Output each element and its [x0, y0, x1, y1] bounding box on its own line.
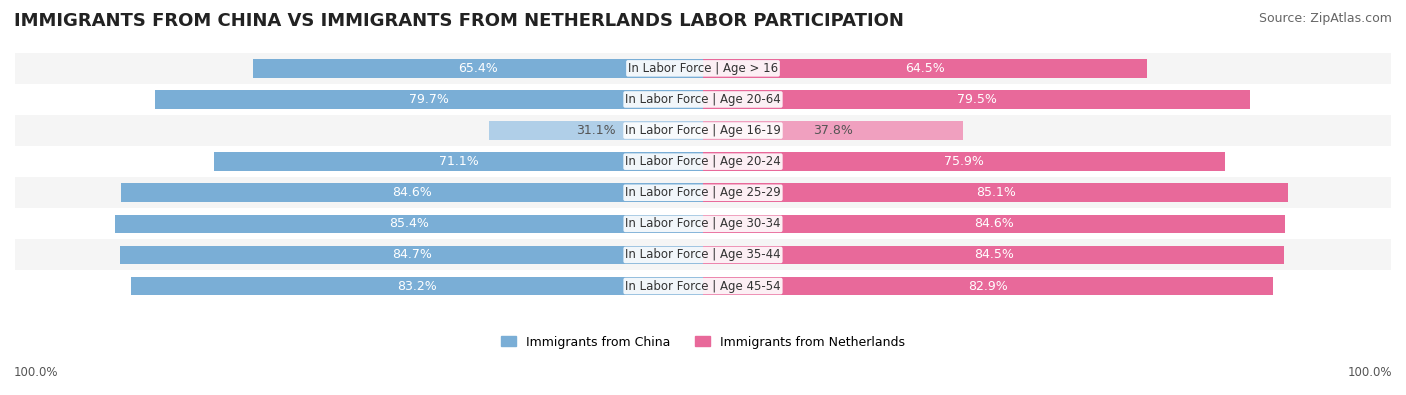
Text: 37.8%: 37.8%: [813, 124, 853, 137]
Text: 79.5%: 79.5%: [956, 93, 997, 106]
Text: IMMIGRANTS FROM CHINA VS IMMIGRANTS FROM NETHERLANDS LABOR PARTICIPATION: IMMIGRANTS FROM CHINA VS IMMIGRANTS FROM…: [14, 12, 904, 30]
Text: 85.4%: 85.4%: [389, 217, 429, 230]
Bar: [703, 277, 1274, 295]
Bar: [703, 214, 1285, 233]
Bar: [703, 246, 1284, 264]
Bar: [15, 208, 1391, 239]
Legend: Immigrants from China, Immigrants from Netherlands: Immigrants from China, Immigrants from N…: [501, 336, 905, 348]
Bar: [121, 183, 703, 202]
Text: Source: ZipAtlas.com: Source: ZipAtlas.com: [1258, 12, 1392, 25]
Text: 64.5%: 64.5%: [905, 62, 945, 75]
Bar: [703, 90, 1250, 109]
Bar: [131, 277, 703, 295]
Text: 84.5%: 84.5%: [974, 248, 1014, 261]
Text: 84.6%: 84.6%: [974, 217, 1014, 230]
Bar: [121, 246, 703, 264]
Bar: [214, 152, 703, 171]
Text: In Labor Force | Age 20-24: In Labor Force | Age 20-24: [626, 155, 780, 168]
Bar: [15, 53, 1391, 84]
Text: 83.2%: 83.2%: [396, 280, 437, 293]
Text: 100.0%: 100.0%: [1347, 366, 1392, 379]
Text: 79.7%: 79.7%: [409, 93, 449, 106]
Bar: [253, 59, 703, 78]
Text: 71.1%: 71.1%: [439, 155, 478, 168]
Text: 65.4%: 65.4%: [458, 62, 498, 75]
Bar: [489, 121, 703, 140]
Bar: [703, 121, 963, 140]
Bar: [155, 90, 703, 109]
Text: In Labor Force | Age 16-19: In Labor Force | Age 16-19: [626, 124, 780, 137]
Text: In Labor Force | Age 45-54: In Labor Force | Age 45-54: [626, 280, 780, 293]
Text: In Labor Force | Age 20-64: In Labor Force | Age 20-64: [626, 93, 780, 106]
Bar: [15, 146, 1391, 177]
Text: In Labor Force | Age 30-34: In Labor Force | Age 30-34: [626, 217, 780, 230]
Bar: [15, 115, 1391, 146]
Bar: [703, 152, 1225, 171]
Text: 31.1%: 31.1%: [576, 124, 616, 137]
Text: 84.6%: 84.6%: [392, 186, 432, 199]
Text: 84.7%: 84.7%: [392, 248, 432, 261]
Bar: [15, 84, 1391, 115]
Bar: [15, 177, 1391, 208]
Text: In Labor Force | Age 25-29: In Labor Force | Age 25-29: [626, 186, 780, 199]
Text: 85.1%: 85.1%: [976, 186, 1015, 199]
Bar: [703, 183, 1288, 202]
Text: In Labor Force | Age > 16: In Labor Force | Age > 16: [628, 62, 778, 75]
Text: 100.0%: 100.0%: [14, 366, 59, 379]
Text: 75.9%: 75.9%: [945, 155, 984, 168]
Bar: [15, 239, 1391, 271]
Text: In Labor Force | Age 35-44: In Labor Force | Age 35-44: [626, 248, 780, 261]
Bar: [703, 59, 1147, 78]
Bar: [115, 214, 703, 233]
Bar: [15, 271, 1391, 302]
Text: 82.9%: 82.9%: [969, 280, 1008, 293]
